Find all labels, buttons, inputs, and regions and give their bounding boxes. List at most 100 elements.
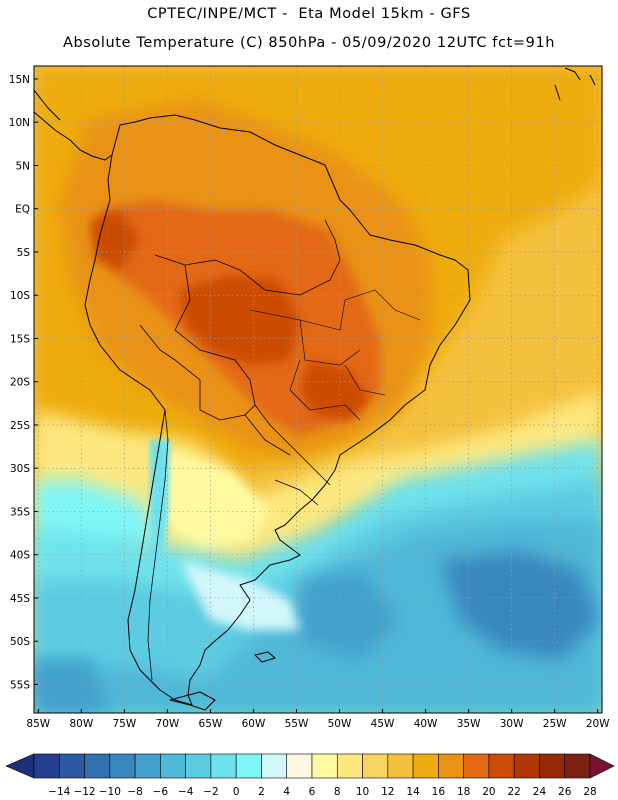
colorbar-label: 18 — [457, 786, 470, 798]
colorbar-swatch — [33, 753, 60, 779]
colorbar-swatch — [210, 753, 237, 779]
lon-label: 20W — [586, 718, 610, 730]
title-line-1: CPTEC/INPE/MCT - Eta Model 15km - GFS — [147, 6, 471, 22]
colorbar-label: 14 — [406, 786, 420, 798]
lon-label: 25W — [543, 718, 567, 730]
colorbar-swatch — [261, 753, 288, 779]
border-peru-bolivia — [139, 324, 256, 421]
colorbar-high-arrow — [589, 753, 615, 779]
colorbar-swatch — [539, 753, 566, 779]
graticule — [34, 66, 602, 713]
colorbar-swatch — [412, 753, 439, 779]
lon-label: 35W — [457, 718, 481, 730]
colorbar-label: 28 — [583, 786, 596, 798]
border-brazil — [154, 219, 341, 486]
colorbar-label: 12 — [381, 786, 394, 798]
colorbar-label: −2 — [203, 786, 218, 798]
lat-label: 30S — [10, 463, 30, 475]
lat-label: 5S — [17, 247, 31, 259]
lon-label: 65W — [199, 718, 223, 730]
colorbar-label: −8 — [127, 786, 142, 798]
lon-label: 80W — [69, 718, 93, 730]
temperature-map: 15N 10N 5N EQ 5S 10S 15S 20S 25S 30S 35S 40S 45S 50S 5… — [9, 65, 610, 730]
colorbar-swatch — [160, 753, 186, 779]
caribbean-islands — [554, 67, 596, 101]
lat-label: 15N — [9, 74, 30, 86]
lat-label: 15S — [10, 333, 30, 345]
central-america-coast — [34, 89, 113, 161]
colorbar-label: 8 — [334, 786, 341, 798]
lon-label: 60W — [242, 718, 266, 730]
field-cold-core-2 — [300, 570, 400, 660]
colorbar-low-arrow — [5, 753, 35, 779]
colorbar-swatch — [311, 753, 338, 779]
colorbar-swatch — [463, 753, 490, 779]
colorbar-label: −10 — [99, 786, 121, 798]
lat-label: 25S — [10, 420, 30, 432]
colorbar-swatch — [58, 753, 85, 779]
lon-label: 70W — [156, 718, 180, 730]
colorbar-swatch — [362, 753, 389, 779]
falklands — [254, 651, 276, 663]
lon-label: 85W — [26, 718, 50, 730]
colorbar-label: 6 — [309, 786, 316, 798]
colorbar: −14 −12 −10 −8 −6 −4 −2 0 2 4 6 8 10 12 14 16 18 20 22 24 26… — [5, 753, 615, 798]
lat-label: 20S — [10, 377, 30, 389]
colorbar-label: 22 — [507, 786, 520, 798]
colorbar-swatch — [336, 753, 363, 779]
colorbar-swatch — [109, 753, 136, 779]
colorbar-swatch — [185, 753, 212, 779]
colorbar-label: −12 — [73, 786, 95, 798]
border-chile-argentina — [147, 409, 169, 681]
lon-label: 30W — [500, 718, 524, 730]
lat-label: 40S — [10, 550, 30, 562]
border-brazil-states — [249, 289, 421, 421]
colorbar-label: −14 — [48, 786, 70, 798]
lon-label: 75W — [112, 718, 136, 730]
lat-label: 35S — [10, 506, 30, 518]
lat-label: 10N — [9, 117, 30, 129]
temperature-field — [34, 66, 602, 713]
lat-label: 50S — [10, 636, 30, 648]
longitude-axis: 85W 80W 75W 70W 65W 60W 55W 50W 45W 40W 35W 30W 25W 2… — [26, 709, 610, 730]
colorbar-swatch — [488, 753, 515, 779]
field-cream — [160, 450, 270, 550]
colorbar-swatch — [513, 753, 540, 779]
colorbar-swatch — [235, 753, 262, 779]
field-cold-core — [440, 550, 600, 660]
tierra-del-fuego — [169, 691, 216, 711]
colorbar-label: 16 — [432, 786, 446, 798]
colorbar-label: 10 — [356, 786, 369, 798]
border-paraguay-uruguay — [244, 414, 319, 506]
lat-label: 10S — [10, 290, 30, 302]
colorbar-label: −6 — [153, 786, 169, 798]
colorbar-swatch — [438, 753, 464, 779]
field-hot-core-2 — [300, 360, 370, 420]
colorbar-label: 4 — [283, 786, 290, 798]
field-patagonia-pale — [180, 560, 300, 630]
lat-label: EQ — [15, 204, 30, 216]
country-borders — [139, 219, 421, 681]
lon-label: 45W — [371, 718, 395, 730]
colorbar-label: −4 — [178, 786, 194, 798]
latitude-axis: 15N 10N 5N EQ 5S 10S 15S 20S 25S 30S 35S 40S 45S 50S 5… — [9, 74, 38, 691]
colorbar-label: 0 — [233, 786, 240, 798]
lon-label: 40W — [414, 718, 438, 730]
colorbar-label: 24 — [533, 786, 547, 798]
colorbar-swatch — [134, 753, 161, 779]
south-america-coast — [84, 114, 471, 706]
lat-label: 55S — [10, 679, 30, 691]
lat-label: 5N — [15, 160, 30, 172]
colorbar-label: 20 — [482, 786, 495, 798]
lon-label: 50W — [328, 718, 352, 730]
colorbar-swatch — [84, 753, 111, 779]
coastlines — [34, 67, 596, 711]
map-frame — [33, 65, 603, 714]
lon-label: 55W — [285, 718, 309, 730]
colorbar-swatch — [286, 753, 313, 779]
colorbar-label: 2 — [258, 786, 265, 798]
lat-label: 45S — [10, 593, 30, 605]
colorbar-swatches — [5, 753, 615, 779]
title-line-2: Absolute Temperature (C) 850hPa - 05/09/… — [62, 35, 556, 51]
colorbar-label: 26 — [558, 786, 572, 798]
